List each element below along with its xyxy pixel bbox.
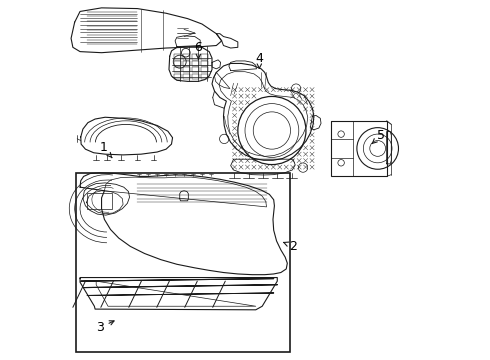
Bar <box>192 74 199 79</box>
Text: 5: 5 <box>372 129 385 144</box>
Bar <box>192 54 199 59</box>
Bar <box>183 54 190 59</box>
Bar <box>76 173 290 352</box>
Text: 6: 6 <box>195 41 202 59</box>
Text: 3: 3 <box>96 321 114 334</box>
Bar <box>183 67 190 72</box>
Bar <box>174 54 181 59</box>
Bar <box>174 67 181 72</box>
Bar <box>201 74 208 79</box>
Text: 2: 2 <box>284 240 297 253</box>
Bar <box>201 54 208 59</box>
Text: 4: 4 <box>255 51 263 68</box>
Bar <box>201 67 208 72</box>
Bar <box>183 61 190 66</box>
Bar <box>183 74 190 79</box>
Bar <box>192 61 199 66</box>
Text: 1: 1 <box>99 141 112 158</box>
Bar <box>87 193 112 210</box>
Bar <box>201 61 208 66</box>
Bar <box>331 121 387 176</box>
Bar <box>174 61 181 66</box>
Bar <box>192 67 199 72</box>
Bar <box>174 74 181 79</box>
